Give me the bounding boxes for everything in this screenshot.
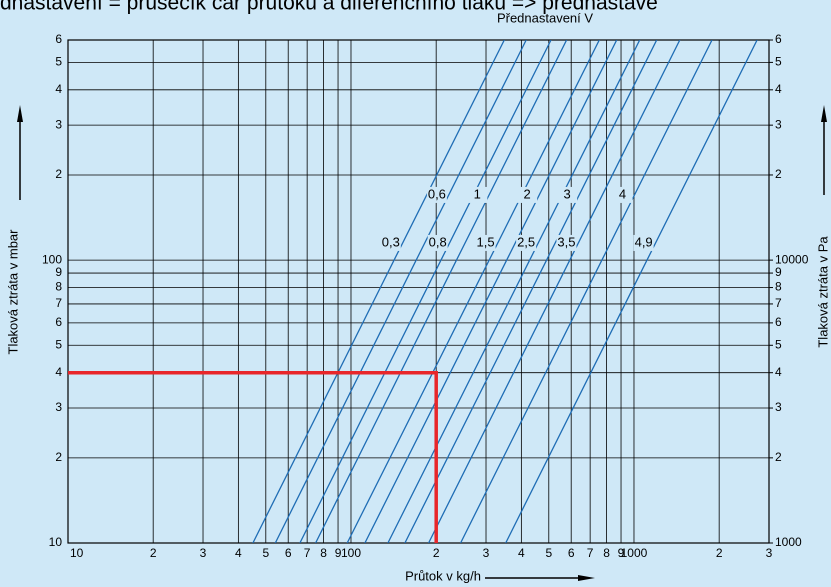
chart-subtitle: Přednastavení V xyxy=(497,10,593,25)
arrow-head xyxy=(17,105,23,122)
x-tick-label: 6 xyxy=(568,546,575,560)
y2-tick-label: 7 xyxy=(775,296,782,310)
y-tick-label: 9 xyxy=(55,265,62,279)
y-tick-label: 8 xyxy=(55,280,62,294)
y-tick-label: 100 xyxy=(42,252,62,266)
chart-title: dnastavení = průsečík čar průtoku a dife… xyxy=(0,0,658,15)
y2-tick-label: 6 xyxy=(775,32,782,46)
x-tick-label: 4 xyxy=(518,546,525,560)
line xyxy=(315,40,568,543)
plot-area xyxy=(68,40,758,543)
line xyxy=(364,40,618,543)
y2-tick-label: 2 xyxy=(775,167,782,181)
label-bg xyxy=(380,234,401,251)
y-tick-label: 3 xyxy=(55,400,62,414)
y2-axis-label: Tlaková ztráta v Pa xyxy=(815,236,830,348)
x-tick-label: 7 xyxy=(304,546,311,560)
line xyxy=(460,40,713,543)
label-bg xyxy=(516,234,537,251)
y2-tick-label: 5 xyxy=(775,55,782,69)
y-tick-label: 4 xyxy=(55,82,62,96)
y2-tick-label: 1000 xyxy=(775,535,802,549)
y-tick-label: 2 xyxy=(55,450,62,464)
x-tick-label: 2 xyxy=(433,546,440,560)
x-tick-label: 2 xyxy=(150,546,157,560)
y2-tick-label: 10000 xyxy=(775,252,809,266)
y2-tick-label: 4 xyxy=(775,82,782,96)
line xyxy=(299,40,552,543)
label-bg xyxy=(467,186,488,203)
y2-tick-label: 3 xyxy=(775,400,782,414)
y-tick-label: 5 xyxy=(55,55,62,69)
x-tick-label: 3 xyxy=(483,546,490,560)
plot-border xyxy=(67,39,770,544)
label-bg xyxy=(517,186,538,203)
series-label: 0,6 xyxy=(428,186,446,201)
line xyxy=(404,40,658,543)
label-bg xyxy=(556,234,577,251)
series-label: 2,5 xyxy=(517,234,535,249)
x-tick-label: 9 xyxy=(618,546,625,560)
y-axis-label: Tlaková ztráta v mbar xyxy=(5,229,20,355)
line xyxy=(505,40,758,543)
x-tick-label: 7 xyxy=(587,546,594,560)
x-axis-label: Průtok v kg/h xyxy=(405,568,481,583)
y2-tick-label: 6 xyxy=(775,315,782,329)
series-label: 2 xyxy=(524,186,531,201)
series-label: 1 xyxy=(474,186,481,201)
series-label: 3 xyxy=(564,186,571,201)
series-label: 0,8 xyxy=(429,234,447,249)
series-label: 4,9 xyxy=(635,234,653,249)
label-bg xyxy=(557,186,578,203)
y-tick-label: 7 xyxy=(55,296,62,310)
x-tick-label: 4 xyxy=(235,546,242,560)
series-label: 1,5 xyxy=(477,234,495,249)
label-bg xyxy=(612,186,633,203)
arrow-head xyxy=(578,575,595,581)
label-bg xyxy=(426,186,447,203)
x-tick-label: 3 xyxy=(766,546,773,560)
x-tick-label: 1000 xyxy=(621,546,648,560)
label-bg xyxy=(633,234,654,251)
line xyxy=(346,40,600,543)
y-tick-label: 6 xyxy=(55,315,62,329)
series-label: 4 xyxy=(619,186,626,201)
x-tick-label: 100 xyxy=(341,546,361,560)
series-label: 0,3 xyxy=(382,234,400,249)
x-tick-label: 5 xyxy=(262,546,269,560)
y2-tick-label: 5 xyxy=(775,337,782,351)
line xyxy=(428,40,681,543)
y2-tick-label: 8 xyxy=(775,280,782,294)
line xyxy=(252,40,505,543)
x-tick-label: 8 xyxy=(320,546,327,560)
x-tick-label: 3 xyxy=(200,546,207,560)
y-tick-label: 3 xyxy=(55,117,62,131)
y-tick-label: 5 xyxy=(55,337,62,351)
x-tick-label: 2 xyxy=(716,546,723,560)
y2-tick-label: 9 xyxy=(775,265,782,279)
y2-tick-label: 2 xyxy=(775,450,782,464)
x-tick-label: 8 xyxy=(603,546,610,560)
x-tick-label: 6 xyxy=(285,546,292,560)
y-tick-label: 4 xyxy=(55,365,62,379)
series-label: 3,5 xyxy=(557,234,575,249)
label-bg xyxy=(475,234,496,251)
y-tick-label: 10 xyxy=(49,535,63,549)
y-tick-label: 2 xyxy=(55,167,62,181)
y2-tick-label: 3 xyxy=(775,117,782,131)
line xyxy=(274,40,527,543)
y2-tick-label: 4 xyxy=(775,365,782,379)
arrow-head xyxy=(821,105,827,122)
x-tick-label: 10 xyxy=(70,546,84,560)
highlight-line xyxy=(68,370,438,543)
y-tick-label: 6 xyxy=(55,32,62,46)
label-bg xyxy=(427,234,448,251)
x-tick-label: 5 xyxy=(545,546,552,560)
x-tick-label: 9 xyxy=(335,546,342,560)
